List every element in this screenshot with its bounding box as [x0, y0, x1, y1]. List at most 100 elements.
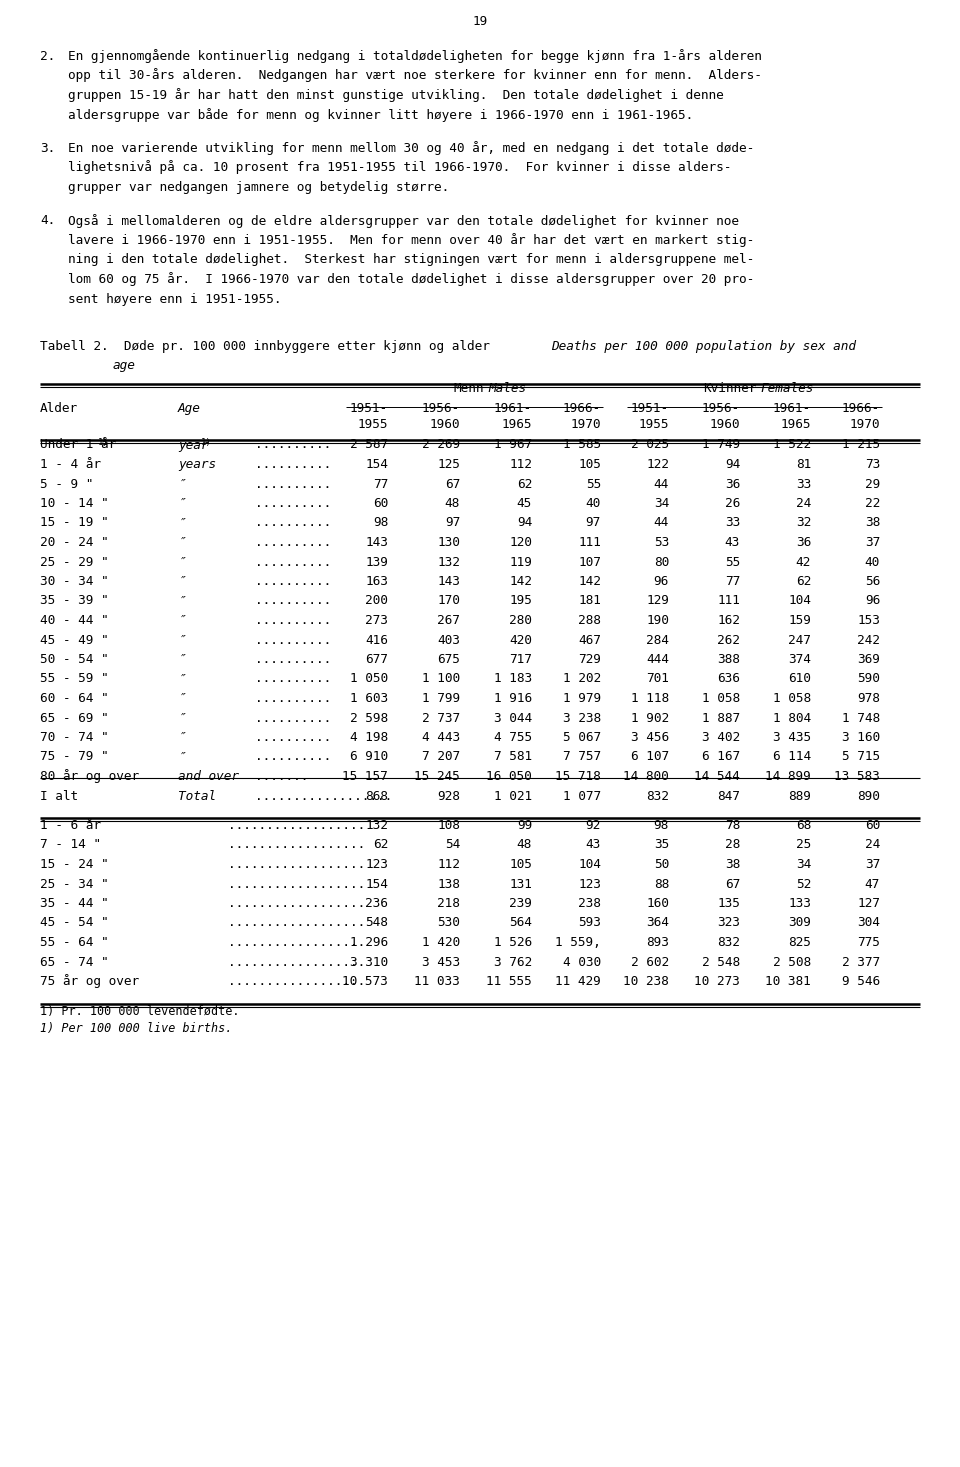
- Text: 847: 847: [717, 789, 740, 802]
- Text: 1 887: 1 887: [702, 711, 740, 725]
- Text: lavere i 1966-1970 enn i 1951-1955.  Men for menn over 40 år har det vært en mar: lavere i 1966-1970 enn i 1951-1955. Men …: [68, 233, 755, 246]
- Text: 53: 53: [654, 535, 669, 549]
- Text: Også i mellomalderen og de eldre aldersgrupper var den totale dødelighet for kvi: Også i mellomalderen og de eldre aldersg…: [68, 214, 739, 227]
- Text: 677: 677: [365, 653, 388, 666]
- Text: 1966-: 1966-: [842, 402, 880, 415]
- Text: ..........: ..........: [255, 615, 331, 626]
- Text: 42: 42: [796, 556, 811, 569]
- Text: 67: 67: [444, 477, 460, 490]
- Text: 123: 123: [365, 858, 388, 871]
- Text: 55 - 64 ": 55 - 64 ": [40, 936, 108, 949]
- Text: sent høyere enn i 1951-1955.: sent høyere enn i 1951-1955.: [68, 292, 281, 305]
- Text: 159: 159: [788, 615, 811, 626]
- Text: ..........: ..........: [255, 497, 331, 511]
- Text: 2 737: 2 737: [421, 711, 460, 725]
- Text: 6 167: 6 167: [702, 751, 740, 763]
- Text: 16 050: 16 050: [487, 770, 532, 783]
- Text: 111: 111: [717, 594, 740, 607]
- Text: 1 050: 1 050: [349, 672, 388, 685]
- Text: 55: 55: [725, 556, 740, 569]
- Text: 14 544: 14 544: [694, 770, 740, 783]
- Text: 48: 48: [444, 497, 460, 511]
- Text: 1966-: 1966-: [563, 402, 601, 415]
- Text: Total: Total: [178, 789, 216, 802]
- Text: 11 033: 11 033: [415, 976, 460, 987]
- Text: 238: 238: [578, 896, 601, 910]
- Text: 77: 77: [372, 477, 388, 490]
- Text: ..................: ..................: [228, 976, 365, 987]
- Text: 55: 55: [586, 477, 601, 490]
- Text: 675: 675: [437, 653, 460, 666]
- Text: 77: 77: [725, 575, 740, 588]
- Text: 107: 107: [578, 556, 601, 569]
- Text: ..........: ..........: [255, 653, 331, 666]
- Text: 832: 832: [646, 789, 669, 802]
- Text: 19: 19: [472, 15, 488, 28]
- Text: Females: Females: [760, 383, 814, 396]
- Text: 36: 36: [725, 477, 740, 490]
- Text: 44: 44: [654, 477, 669, 490]
- Text: 13 583: 13 583: [834, 770, 880, 783]
- Text: 1960: 1960: [429, 418, 460, 431]
- Text: 775: 775: [857, 936, 880, 949]
- Text: 416: 416: [365, 634, 388, 647]
- Text: 467: 467: [578, 634, 601, 647]
- Text: 50 - 54 ": 50 - 54 ": [40, 653, 108, 666]
- Text: 111: 111: [578, 535, 601, 549]
- Text: ..................: ..................: [228, 917, 365, 930]
- Text: year: year: [178, 439, 208, 452]
- Text: 40: 40: [865, 556, 880, 569]
- Text: 105: 105: [578, 458, 601, 471]
- Text: 4 443: 4 443: [421, 731, 460, 744]
- Text: 5 - 9 ": 5 - 9 ": [40, 477, 93, 490]
- Text: 112: 112: [437, 858, 460, 871]
- Text: 1) Pr. 100 000 levendefødte.: 1) Pr. 100 000 levendefødte.: [40, 1005, 239, 1018]
- Text: 62: 62: [372, 839, 388, 851]
- Text: 3 310: 3 310: [349, 955, 388, 968]
- Text: 1951-: 1951-: [631, 402, 669, 415]
- Text: 94: 94: [516, 516, 532, 530]
- Text: 160: 160: [646, 896, 669, 910]
- Text: Age: Age: [178, 402, 201, 415]
- Text: 154: 154: [365, 877, 388, 890]
- Text: 273: 273: [365, 615, 388, 626]
- Text: aldersgruppe var både for menn og kvinner litt høyere i 1966-1970 enn i 1961-196: aldersgruppe var både for menn og kvinne…: [68, 107, 693, 122]
- Text: 288: 288: [578, 615, 601, 626]
- Text: ..........: ..........: [255, 458, 331, 471]
- Text: ..........: ..........: [255, 731, 331, 744]
- Text: 112: 112: [509, 458, 532, 471]
- Text: ..................: ..................: [228, 877, 365, 890]
- Text: 135: 135: [717, 896, 740, 910]
- Text: ..................: ..................: [228, 819, 365, 832]
- Text: 2 587: 2 587: [349, 439, 388, 452]
- Text: 1965: 1965: [501, 418, 532, 431]
- Text: 236: 236: [365, 896, 388, 910]
- Text: 1 559,: 1 559,: [555, 936, 601, 949]
- Text: ″: ″: [178, 556, 185, 569]
- Text: 105: 105: [509, 858, 532, 871]
- Text: 1 748: 1 748: [842, 711, 880, 725]
- Text: 104: 104: [788, 594, 811, 607]
- Text: ″: ″: [178, 731, 185, 744]
- Text: 65 - 74 ": 65 - 74 ": [40, 955, 108, 968]
- Text: 267: 267: [437, 615, 460, 626]
- Text: ..........: ..........: [255, 439, 331, 452]
- Text: 1970: 1970: [850, 418, 880, 431]
- Text: 247: 247: [788, 634, 811, 647]
- Text: 45 - 49 ": 45 - 49 ": [40, 634, 108, 647]
- Text: 45: 45: [516, 497, 532, 511]
- Text: 1) Per 100 000 live births.: 1) Per 100 000 live births.: [40, 1022, 232, 1036]
- Text: 1960: 1960: [709, 418, 740, 431]
- Text: ″: ″: [178, 516, 185, 530]
- Text: 34: 34: [654, 497, 669, 511]
- Text: 1 100: 1 100: [421, 672, 460, 685]
- Text: 239: 239: [509, 896, 532, 910]
- Text: 10 238: 10 238: [623, 976, 669, 987]
- Text: 3 435: 3 435: [773, 731, 811, 744]
- Text: 195: 195: [509, 594, 532, 607]
- Text: 80: 80: [654, 556, 669, 569]
- Text: ″: ″: [178, 575, 185, 588]
- Text: 15 157: 15 157: [343, 770, 388, 783]
- Text: 60: 60: [372, 497, 388, 511]
- Text: ..........: ..........: [255, 516, 331, 530]
